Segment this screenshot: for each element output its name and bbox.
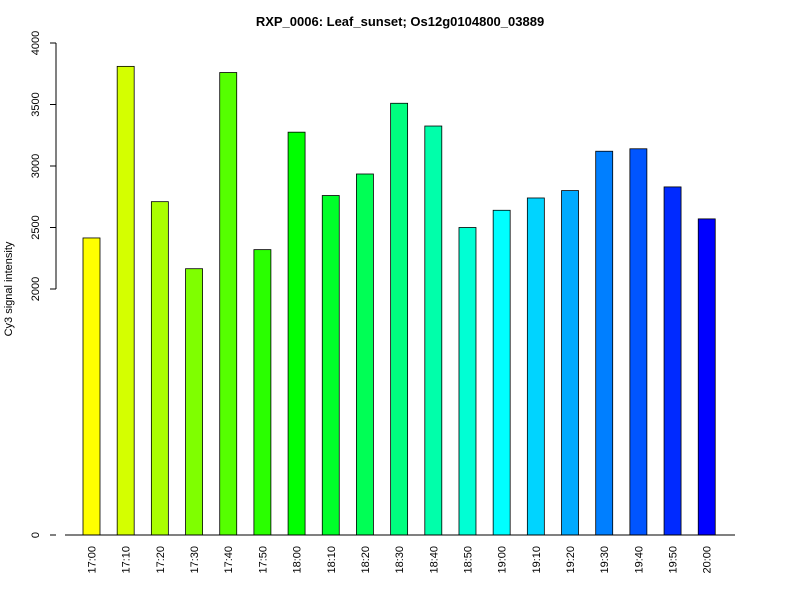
bar bbox=[492, 209, 511, 536]
x-tick-label: 18:00 bbox=[292, 546, 304, 574]
x-tick-label: 18:50 bbox=[462, 546, 474, 574]
bar bbox=[663, 186, 682, 536]
bar bbox=[595, 150, 614, 536]
bar bbox=[458, 227, 477, 536]
bar bbox=[150, 201, 169, 536]
bar bbox=[356, 173, 374, 536]
x-tick-label: 17:20 bbox=[155, 546, 167, 574]
y-tick-label: 2000 bbox=[30, 277, 42, 301]
x-tick-label: 19:40 bbox=[633, 546, 645, 574]
bar bbox=[219, 72, 238, 536]
y-tick-label: 0 bbox=[30, 532, 42, 538]
y-tick-label: 3500 bbox=[30, 92, 42, 116]
chart-title: RXP_0006: Leaf_sunset; Os12g0104800_0388… bbox=[256, 14, 544, 29]
y-tick-label: 2500 bbox=[30, 215, 42, 239]
x-tick-label: 20:00 bbox=[702, 546, 714, 574]
bar bbox=[287, 131, 306, 536]
bar bbox=[390, 102, 409, 536]
y-axis-label: Cy3 signal intensity bbox=[3, 241, 15, 336]
bar bbox=[321, 195, 340, 536]
bar bbox=[561, 190, 579, 536]
x-tick-label: 17:30 bbox=[189, 546, 201, 574]
x-tick-label: 18:10 bbox=[326, 546, 338, 574]
bar bbox=[424, 125, 443, 536]
x-tick-label: 19:30 bbox=[599, 546, 611, 574]
bars bbox=[82, 65, 716, 536]
x-tick-label: 19:20 bbox=[565, 546, 577, 574]
bar bbox=[526, 197, 545, 536]
y-tick-label: 3000 bbox=[30, 154, 42, 178]
x-tick-label: 18:20 bbox=[360, 546, 372, 574]
bar bbox=[697, 218, 716, 536]
bar bbox=[116, 65, 135, 536]
x-tick-label: 19:10 bbox=[531, 546, 543, 574]
x-tick-label: 19:00 bbox=[497, 546, 509, 574]
bar bbox=[185, 268, 203, 536]
y-axis: 0 2000 2500 3000 3500 4000 bbox=[30, 31, 57, 538]
bar bbox=[629, 148, 648, 536]
x-tick-label: 17:50 bbox=[257, 546, 269, 574]
bar bbox=[253, 249, 272, 536]
x-tick-label: 19:50 bbox=[668, 546, 680, 574]
x-tick-label: 18:30 bbox=[394, 546, 406, 574]
bar bbox=[82, 237, 101, 536]
y-tick-label: 4000 bbox=[30, 31, 42, 55]
x-axis-labels: 17:00 17:10 17:20 17:30 17:40 17:50 18:00 18:10… bbox=[87, 546, 714, 574]
x-tick-label: 17:00 bbox=[87, 546, 99, 574]
x-tick-label: 17:40 bbox=[223, 546, 235, 574]
x-tick-label: 17:10 bbox=[121, 546, 133, 574]
x-tick-label: 18:40 bbox=[428, 546, 440, 574]
